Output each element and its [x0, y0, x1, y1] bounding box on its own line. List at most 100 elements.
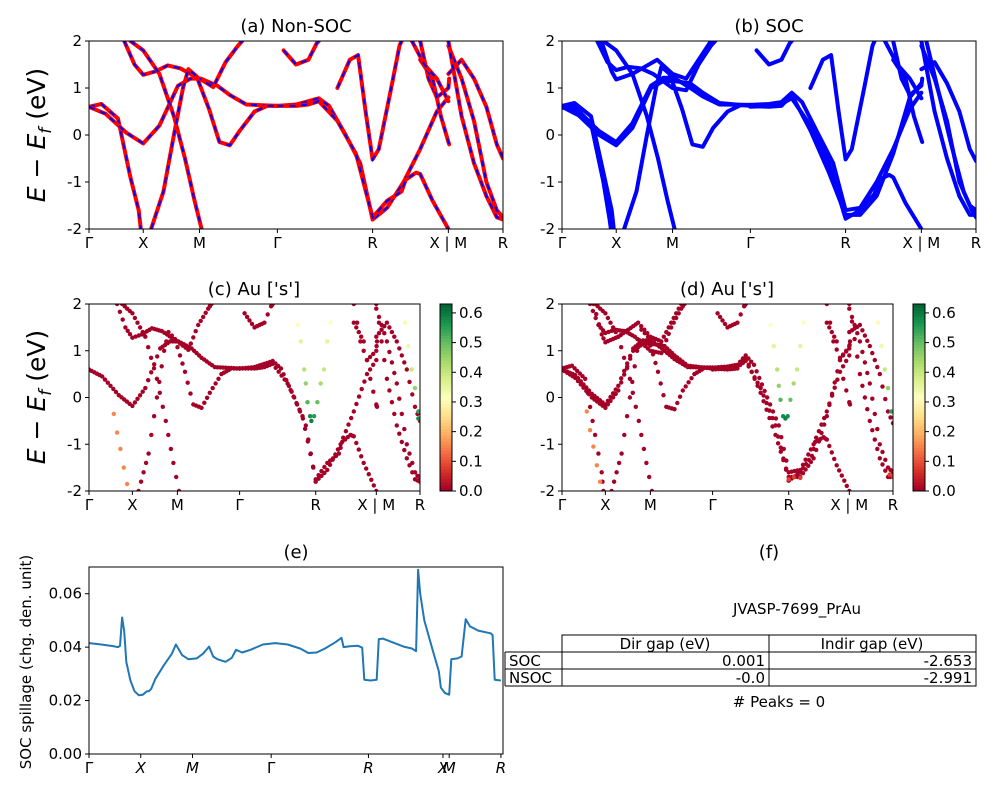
band-point [655, 369, 661, 374]
band-point [384, 339, 390, 344]
band-point [303, 423, 308, 428]
band-line [122, 41, 245, 90]
colorbar-tick-label: 0.2 [459, 423, 483, 441]
colorbar-segment [440, 428, 452, 433]
band-point [867, 418, 872, 424]
band-point [847, 353, 852, 358]
ytick-label: 0 [545, 126, 555, 144]
band-point [354, 320, 360, 325]
ytick-label: -2 [540, 220, 555, 238]
colorbar-tick-label: 0.5 [932, 334, 956, 352]
band-point [374, 404, 380, 409]
colorbar-tick-label: 0.0 [932, 482, 956, 500]
band-point [164, 339, 169, 344]
colorbar-tick-label: 0.1 [932, 452, 956, 470]
ytick-label: 2 [545, 295, 555, 313]
band-line [275, 95, 451, 222]
peaks-count: # Peaks = 0 [733, 693, 825, 711]
colorbar-segment [913, 478, 925, 483]
band-point [883, 457, 888, 462]
colorbar-segment [913, 397, 925, 402]
band-point [611, 479, 617, 484]
band-point [384, 320, 390, 325]
band-point [584, 409, 589, 414]
band-point [849, 319, 855, 324]
colorbar-segment [440, 394, 452, 398]
band-line [275, 99, 451, 229]
band-point [338, 445, 343, 450]
band-point [356, 329, 361, 335]
band-point [140, 329, 145, 335]
colorbar-segment [440, 381, 452, 386]
xtick-label: Γ [85, 234, 94, 252]
band-point [367, 354, 373, 360]
band-point [771, 343, 776, 349]
band-point [343, 429, 349, 434]
band-point [754, 369, 759, 374]
band-point [198, 318, 203, 324]
band-point [637, 338, 642, 343]
band-point [778, 445, 783, 450]
colorbar-segment [913, 344, 925, 349]
band-line [599, 41, 713, 82]
panel-c-title: (c) Au ['s'] [208, 279, 300, 300]
band-point [120, 317, 125, 322]
band-point [852, 322, 857, 328]
colorbar-segment [440, 450, 452, 455]
band-point [247, 318, 252, 323]
colorbar-tick-label: 0.6 [932, 304, 956, 322]
band-point [379, 339, 384, 344]
colorbar-segment [440, 344, 452, 349]
band-point [303, 381, 308, 386]
colorbar-segment [440, 438, 452, 442]
band-point [865, 370, 870, 376]
colorbar-segment [440, 363, 452, 367]
band-point [389, 329, 395, 335]
ytick-label: -1 [67, 435, 82, 453]
band-point [735, 320, 740, 325]
xtick-label: X | M [902, 234, 940, 252]
band-point [794, 367, 800, 372]
band-point [154, 376, 160, 381]
band-point [394, 381, 399, 386]
colorbar-segment [913, 338, 925, 342]
band-point [862, 360, 868, 365]
colorbar-segment [913, 304, 925, 308]
band-point [872, 411, 877, 417]
band-point [609, 488, 614, 491]
colorbar-segment [913, 441, 925, 445]
panel-e-title: (e) [283, 542, 308, 563]
colorbar-segment [913, 487, 925, 492]
band-point [847, 342, 852, 348]
band-point [374, 339, 380, 344]
band-point [644, 460, 649, 466]
band-point [279, 373, 284, 378]
band-point [330, 456, 336, 461]
ytick-label: -1 [67, 173, 82, 191]
band-point [105, 380, 110, 385]
band-point [374, 357, 379, 363]
band-point [587, 404, 593, 410]
band-point [168, 446, 174, 452]
xtick-label: Γ [85, 759, 94, 777]
band-point [203, 310, 208, 315]
band-point [844, 483, 849, 489]
band-point [671, 315, 676, 321]
band-point [860, 349, 865, 355]
colorbar-segment [440, 350, 452, 355]
band-point [351, 434, 356, 439]
band-point [575, 378, 581, 384]
band-point [664, 329, 669, 335]
colorbar-segment [913, 363, 925, 367]
colorbar-segment [440, 356, 452, 361]
band-point [124, 481, 130, 487]
band-line-dashed [150, 67, 278, 229]
band-point [743, 355, 748, 360]
band-point [791, 474, 796, 480]
band-line-dashed [282, 41, 320, 66]
band-point [402, 447, 407, 453]
band-point [872, 357, 877, 363]
band-point [875, 364, 880, 370]
band-point [855, 331, 860, 336]
xtick-label: Γ [708, 496, 717, 514]
